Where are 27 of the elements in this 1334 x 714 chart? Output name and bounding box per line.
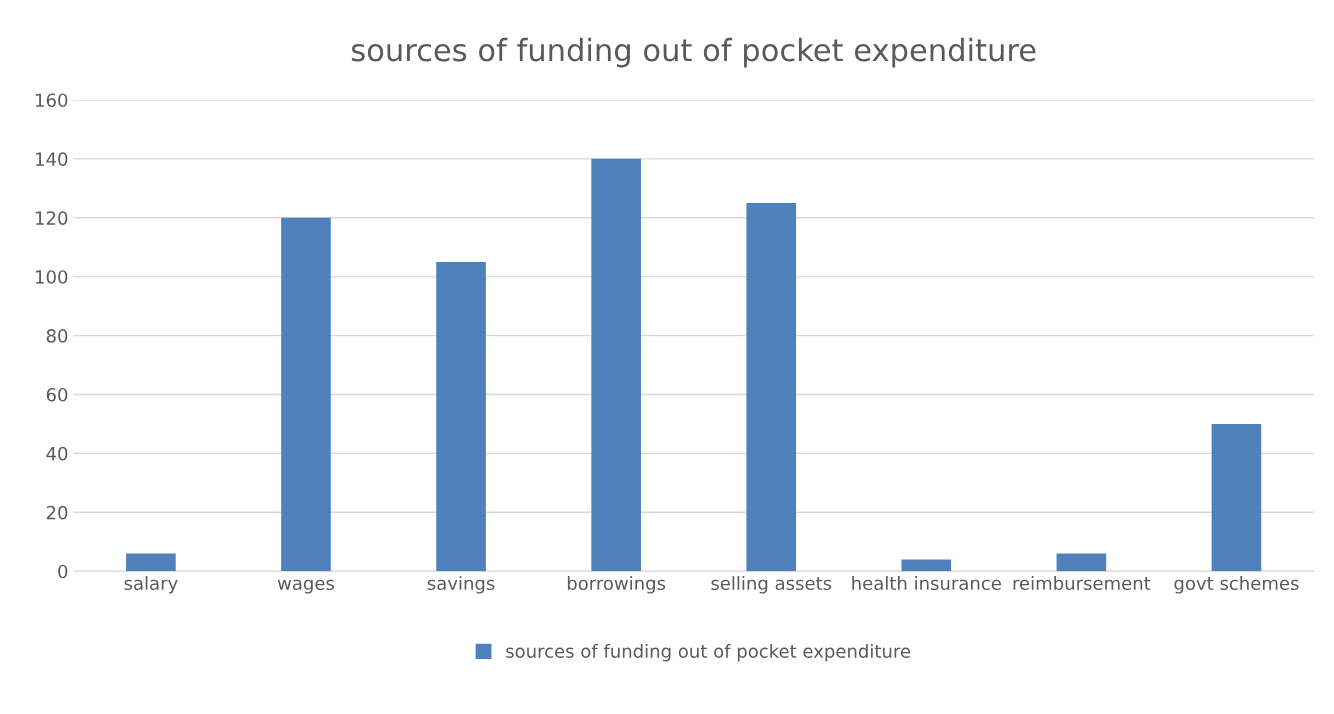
y-tick-label: 120 [36,211,68,225]
y-tick-label: 160 [36,93,68,108]
x-tick-label: borrowings [567,576,666,594]
bar [436,261,486,572]
bar [281,217,331,572]
bar [1056,553,1107,572]
chart-title: sources of funding out of pocket expenditure [351,37,1036,68]
x-tick-label: selling assets [711,576,832,594]
legend-label: sources of funding out of pocket expenditure [506,644,911,662]
y-tick-label: 40 [46,446,68,461]
bar [746,203,797,572]
bar [1211,423,1262,572]
y-tick-label: 140 [36,152,68,166]
x-tick-label: health insurance [852,576,1001,591]
x-tick-label: salary [124,576,178,594]
x-tick-label: reimbursement [1013,576,1151,591]
x-tick-label: savings [427,576,495,594]
x-tick-label: govt schemes [1174,576,1299,594]
y-tick-label: 60 [46,387,68,402]
y-tick-label: 0 [58,564,68,579]
bar [591,158,641,572]
bar [126,553,176,572]
y-tick-label: 80 [46,329,68,343]
y-tick-label: 20 [46,505,68,520]
y-tick-label: 100 [36,270,68,284]
x-tick-label: wages [277,579,335,594]
bar [901,559,952,572]
